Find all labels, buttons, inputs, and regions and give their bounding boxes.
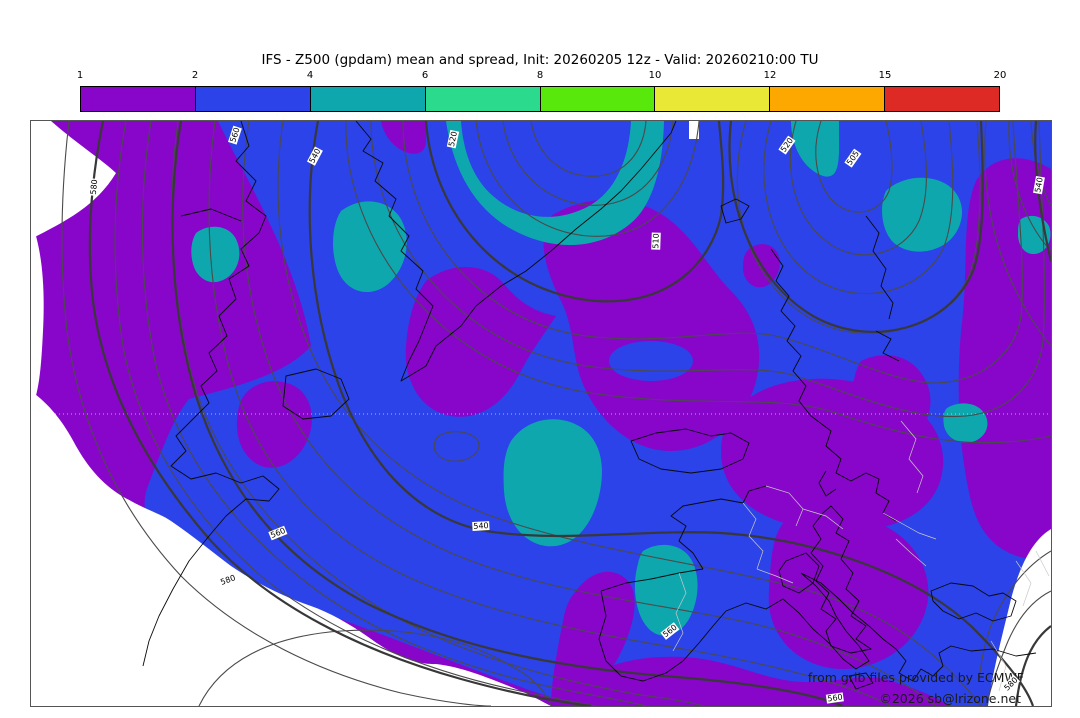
height-contours-bold — [88, 121, 1051, 706]
colorbar-tick-label: 8 — [536, 70, 544, 81]
colorbar-tick-label: 10 — [648, 70, 662, 81]
spread-fill-teal-patches — [191, 121, 1051, 636]
colorbar-segment — [310, 87, 426, 111]
colorbar-segment — [885, 87, 999, 111]
colorbar-segment — [81, 87, 196, 111]
colorbar-tick-label: 15 — [878, 70, 892, 81]
colorbar-segment — [770, 87, 886, 111]
colorbar-tick-label: 4 — [306, 70, 314, 81]
colorbar-tick-label: 20 — [993, 70, 1007, 81]
colorbar-tick-label: 1 — [76, 70, 84, 81]
colorbar-segment — [195, 87, 311, 111]
contour-label: 580 — [88, 177, 100, 197]
height-contours-thin — [61, 121, 1051, 706]
colorbar-tick-label: 6 — [421, 70, 429, 81]
map-canvas — [31, 121, 1051, 706]
spread-fill-blue-pocket — [609, 341, 693, 381]
colorbar — [80, 86, 1000, 112]
colorbar-segment — [425, 87, 541, 111]
colorbar-tick-labels: 1 2 4 6 8 10 12 15 20 — [0, 70, 1080, 82]
colorbar-segment — [540, 87, 656, 111]
colorbar-tick-label: 12 — [763, 70, 777, 81]
weather-map: from grib files provided by ECMWF ©2026 … — [30, 120, 1052, 707]
contour-label: 540 — [472, 521, 490, 531]
country-borders — [672, 420, 1050, 692]
colorbar-tick-label: 2 — [191, 70, 199, 81]
colorbar-segment — [655, 87, 771, 111]
contour-label: 510 — [651, 232, 661, 250]
coastlines — [142, 121, 1037, 690]
attribution-copyright: ©2026 sb@lrizone.net — [879, 691, 1021, 706]
attribution-ecmwf: from grib files provided by ECMWF — [807, 670, 1024, 685]
page-title: IFS - Z500 (gpdam) mean and spread, Init… — [261, 52, 819, 68]
